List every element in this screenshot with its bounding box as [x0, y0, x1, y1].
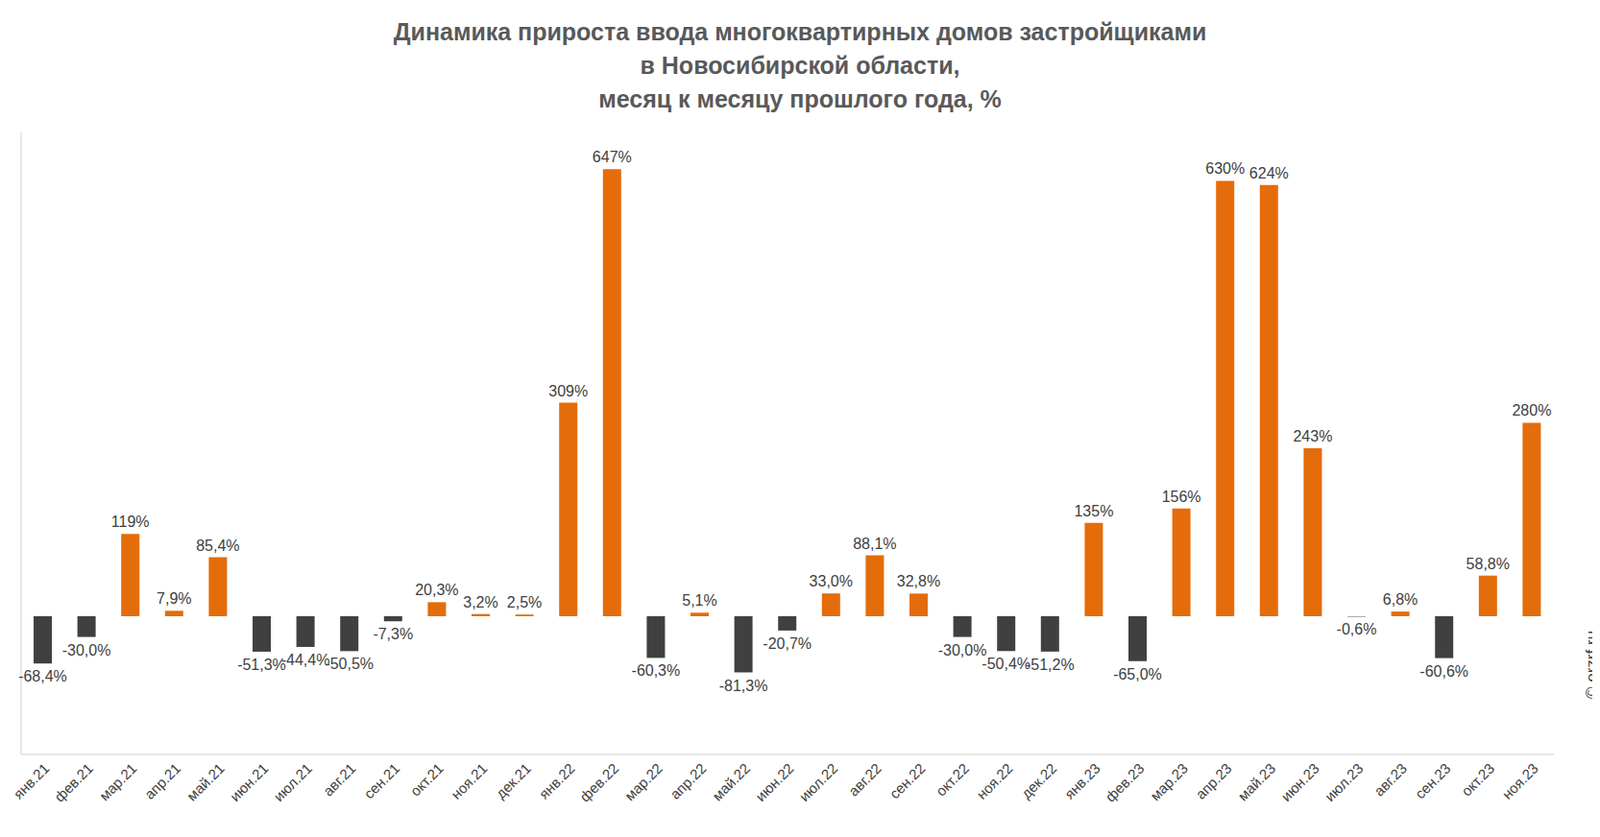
- svg-text:-7,3%: -7,3%: [372, 626, 413, 643]
- svg-text:фев.23: фев.23: [1101, 760, 1147, 806]
- svg-text:май.22: май.22: [708, 760, 753, 805]
- svg-text:окт.22: окт.22: [932, 760, 972, 800]
- svg-text:мар.23: мар.23: [1146, 760, 1191, 805]
- svg-text:фев.21: фев.21: [50, 760, 97, 806]
- svg-text:сен.21: сен.21: [360, 760, 403, 803]
- svg-text:апр.21: апр.21: [141, 760, 184, 803]
- svg-text:июл.22: июл.22: [796, 760, 842, 806]
- svg-text:авг.21: авг.21: [319, 760, 360, 800]
- svg-text:окт.23: окт.23: [1457, 760, 1498, 800]
- svg-text:-50,4%: -50,4%: [981, 655, 1031, 673]
- svg-text:-30,0%: -30,0%: [938, 642, 988, 659]
- svg-text:авг.23: авг.23: [1370, 760, 1410, 800]
- svg-text:янв.23: янв.23: [1061, 760, 1104, 803]
- svg-text:ноя.21: ноя.21: [447, 760, 490, 803]
- svg-text:-60,6%: -60,6%: [1419, 663, 1469, 680]
- svg-text:-20,7%: -20,7%: [762, 635, 812, 653]
- svg-text:май.21: май.21: [183, 760, 228, 805]
- svg-text:-51,2%: -51,2%: [1025, 656, 1075, 674]
- svg-text:июн.23: июн.23: [1277, 760, 1323, 806]
- svg-text:-30,0%: -30,0%: [62, 642, 112, 659]
- svg-text:авг.22: авг.22: [845, 760, 885, 800]
- svg-text:309%: 309%: [548, 383, 588, 400]
- svg-text:135%: 135%: [1073, 503, 1114, 520]
- svg-text:-81,3%: -81,3%: [719, 678, 769, 695]
- svg-text:ноя.23: ноя.23: [1499, 760, 1542, 803]
- svg-text:88,1%: 88,1%: [852, 535, 897, 553]
- svg-text:-44,4%: -44,4%: [281, 652, 331, 669]
- svg-text:-0,6%: -0,6%: [1336, 621, 1378, 638]
- svg-text:3,2%: 3,2%: [462, 594, 498, 611]
- svg-text:624%: 624%: [1249, 165, 1289, 182]
- svg-text:мар.22: мар.22: [621, 760, 666, 805]
- svg-text:янв.21: янв.21: [9, 760, 52, 803]
- svg-text:5,1%: 5,1%: [681, 592, 717, 609]
- svg-text:сен.22: сен.22: [886, 760, 929, 803]
- svg-text:июл.21: июл.21: [269, 760, 316, 806]
- svg-text:дек.21: дек.21: [492, 760, 534, 802]
- svg-text:58,8%: 58,8%: [1466, 556, 1510, 573]
- svg-text:-68,4%: -68,4%: [18, 668, 68, 685]
- svg-text:156%: 156%: [1162, 488, 1202, 506]
- svg-text:33,0%: 33,0%: [809, 573, 853, 590]
- svg-text:окт.21: окт.21: [407, 760, 447, 800]
- svg-text:647%: 647%: [592, 148, 632, 166]
- svg-text:20,3%: 20,3%: [414, 581, 459, 599]
- svg-text:май.23: май.23: [1234, 760, 1279, 805]
- svg-text:-51,3%: -51,3%: [237, 656, 287, 674]
- svg-text:сен.23: сен.23: [1411, 760, 1455, 803]
- svg-text:июн.22: июн.22: [751, 760, 798, 806]
- svg-text:дек.22: дек.22: [1018, 760, 1060, 802]
- svg-text:243%: 243%: [1292, 428, 1333, 445]
- svg-text:апр.23: апр.23: [1191, 760, 1235, 803]
- svg-text:7,9%: 7,9%: [156, 590, 192, 607]
- svg-text:32,8%: 32,8%: [896, 573, 941, 590]
- svg-text:6,8%: 6,8%: [1382, 591, 1418, 608]
- svg-text:июн.21: июн.21: [226, 760, 272, 806]
- html-text:© erzrf.ru: © erzrf.ru: [1582, 630, 1600, 700]
- svg-text:мар.21: мар.21: [96, 760, 141, 805]
- svg-text:-50,5%: -50,5%: [324, 655, 374, 673]
- svg-text:119%: 119%: [111, 513, 150, 531]
- svg-text:апр.22: апр.22: [666, 760, 709, 803]
- svg-text:-65,0%: -65,0%: [1113, 666, 1163, 683]
- svg-text:ноя.22: ноя.22: [972, 760, 1016, 803]
- svg-text:июл.23: июл.23: [1321, 760, 1367, 806]
- svg-text:280%: 280%: [1511, 402, 1552, 419]
- html-text:Динамика прироста ввода многок: Динамика прироста ввода многоквартирных …: [393, 18, 1207, 46]
- svg-text:фев.22: фев.22: [576, 760, 622, 806]
- html-text:в Новосибирской области,: в Новосибирской области,: [640, 51, 960, 79]
- svg-text:630%: 630%: [1205, 160, 1245, 177]
- svg-text:85,4%: 85,4%: [195, 537, 240, 555]
- svg-text:2,5%: 2,5%: [507, 594, 542, 611]
- svg-text:янв.22: янв.22: [535, 760, 579, 803]
- svg-text:-60,3%: -60,3%: [631, 662, 681, 679]
- html-text:месяц к месяцу прошлого года,: месяц к месяцу прошлого года, %: [598, 85, 1002, 113]
